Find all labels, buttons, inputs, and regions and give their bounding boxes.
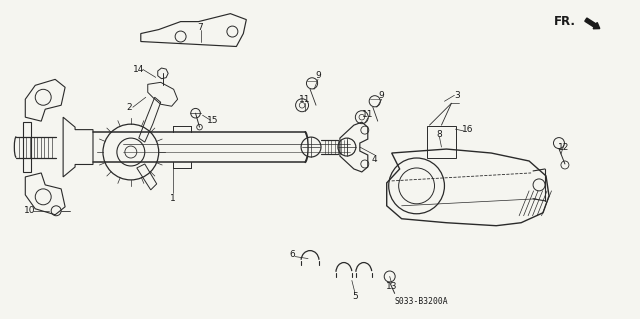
Text: 14: 14 <box>133 65 145 74</box>
Text: 13: 13 <box>386 282 397 291</box>
Text: S033-B3200A: S033-B3200A <box>395 297 449 306</box>
Text: 9: 9 <box>379 91 385 100</box>
FancyArrow shape <box>585 18 600 29</box>
Text: 16: 16 <box>461 125 473 134</box>
Text: FR.: FR. <box>554 15 576 28</box>
Text: 2: 2 <box>126 103 132 112</box>
Text: 11: 11 <box>300 95 311 104</box>
Text: 7: 7 <box>198 23 204 32</box>
Text: 11: 11 <box>362 110 374 119</box>
Text: 8: 8 <box>436 130 442 139</box>
Text: 5: 5 <box>352 292 358 301</box>
Text: 15: 15 <box>207 116 218 125</box>
Text: 4: 4 <box>372 154 378 164</box>
Text: 12: 12 <box>558 143 570 152</box>
Text: 1: 1 <box>170 194 175 203</box>
Text: 6: 6 <box>289 250 295 259</box>
Text: 10: 10 <box>24 206 35 215</box>
Text: 9: 9 <box>315 71 321 80</box>
Text: 3: 3 <box>454 91 460 100</box>
